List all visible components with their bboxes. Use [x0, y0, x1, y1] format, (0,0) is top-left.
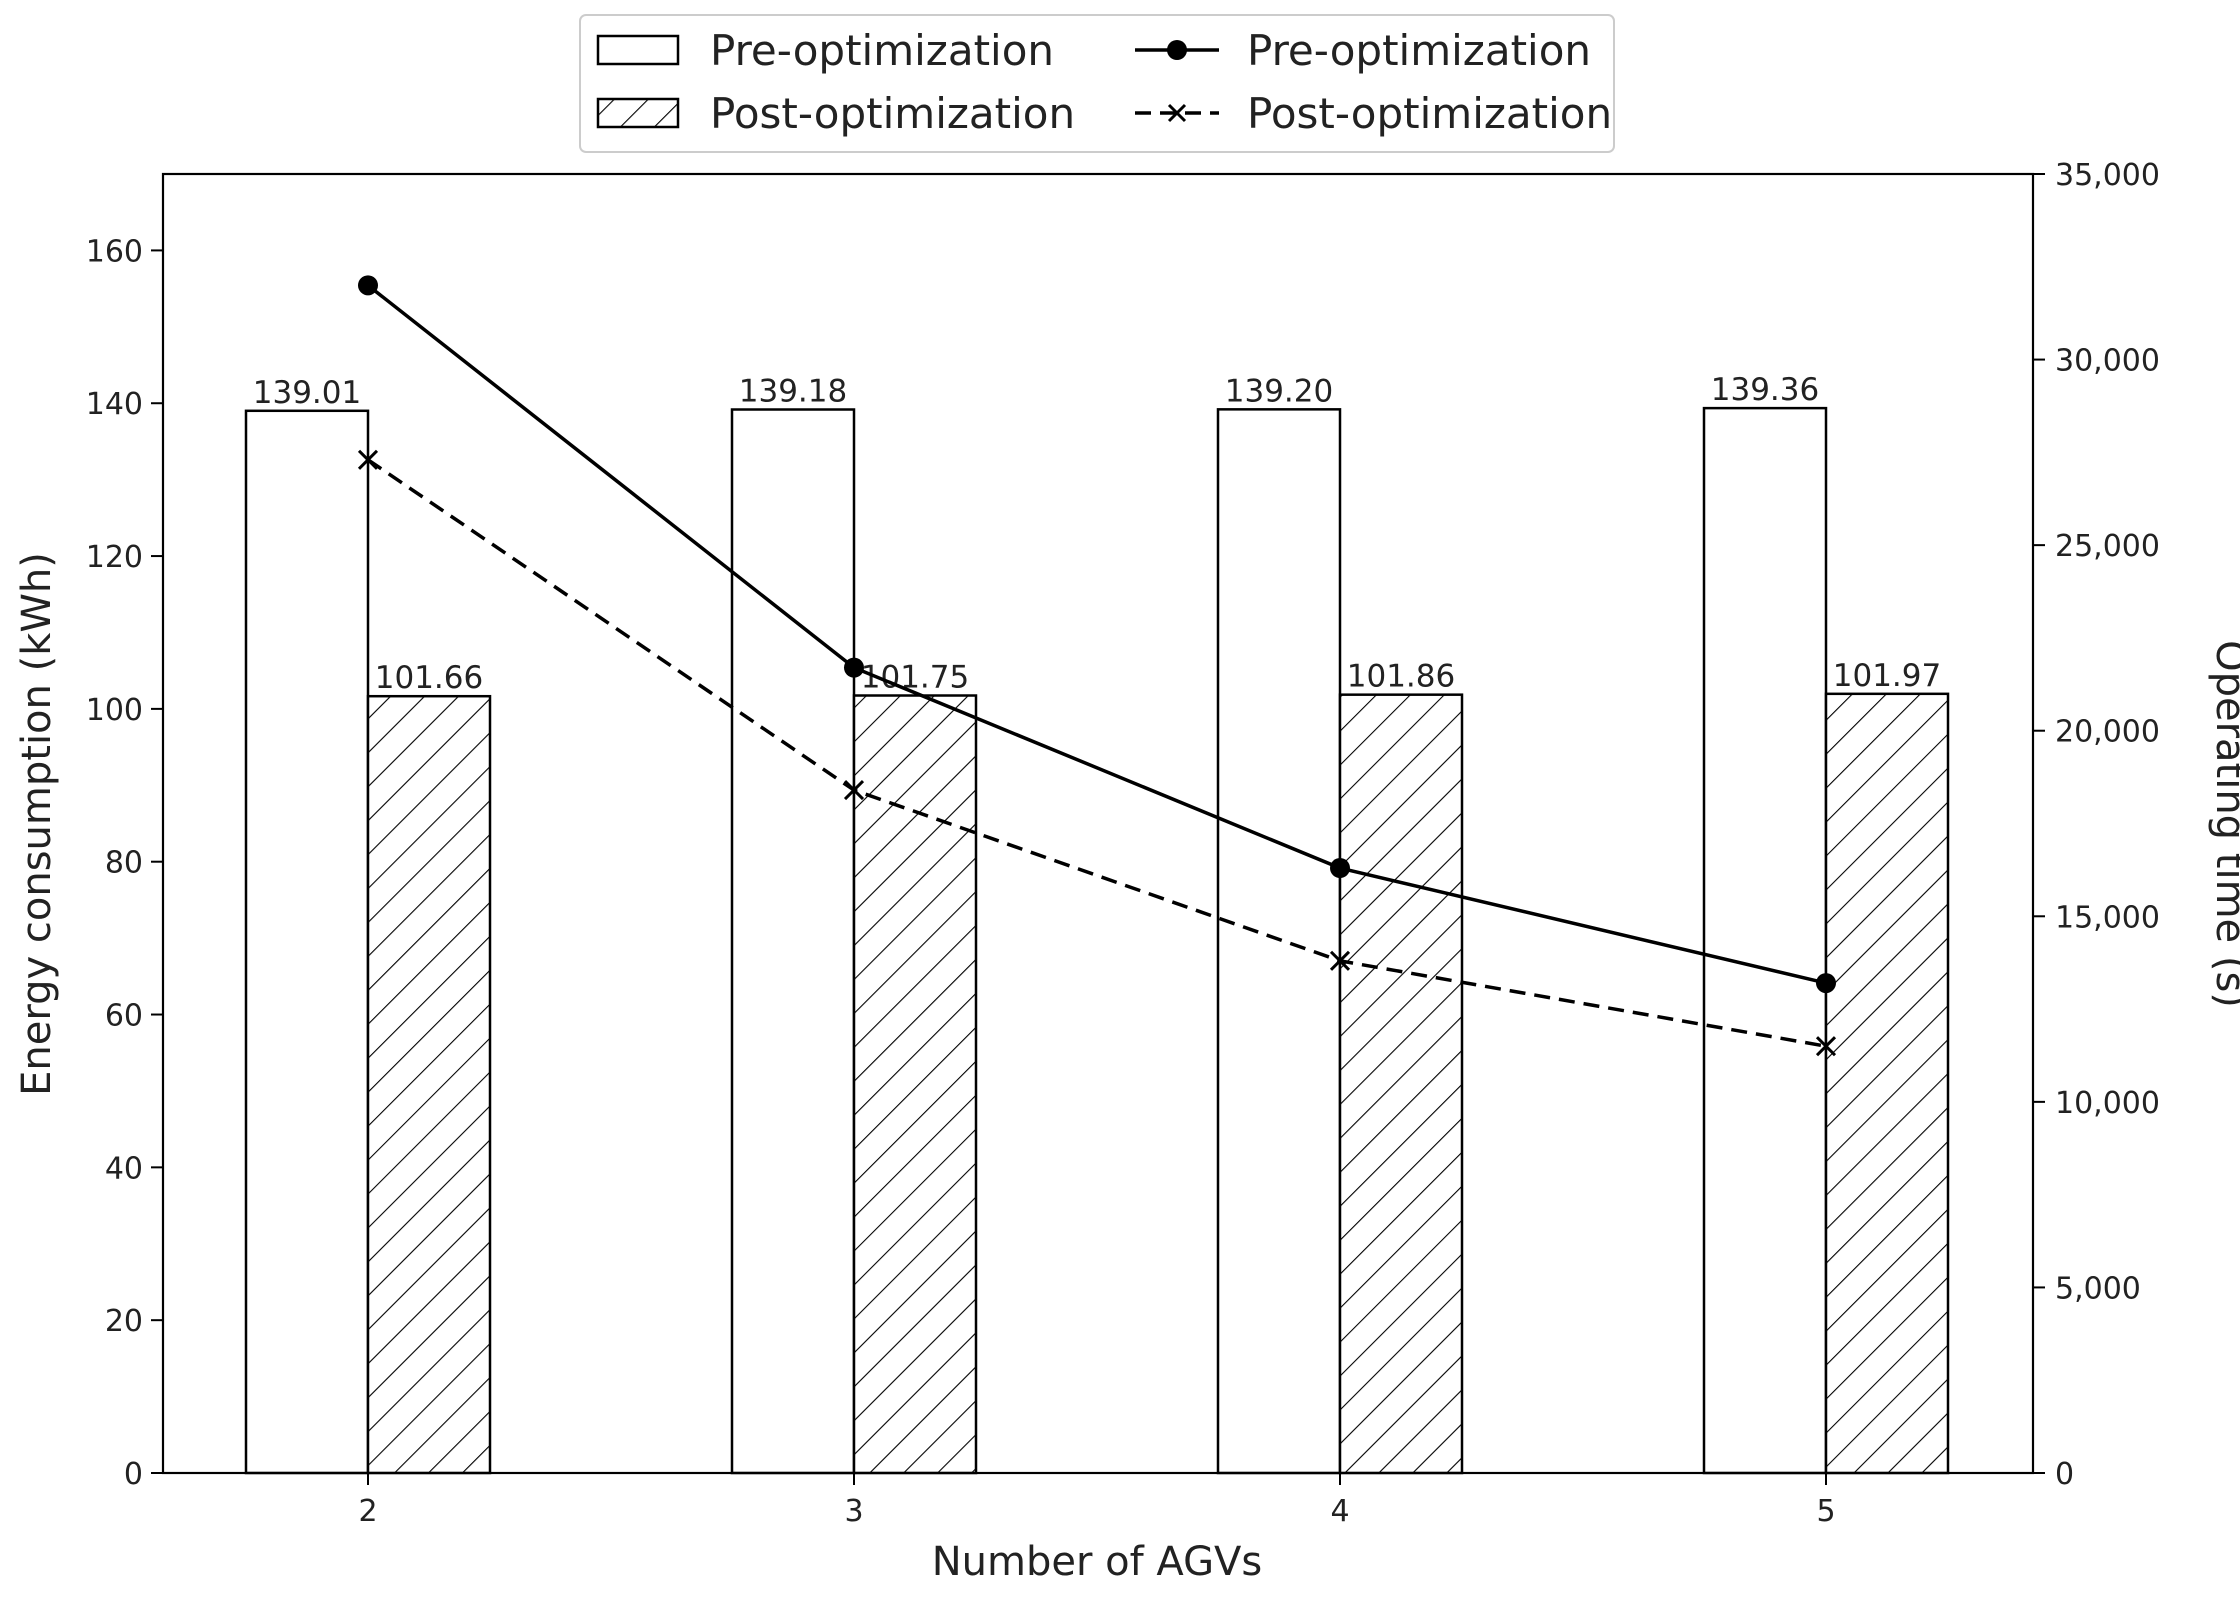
- bar-value-label: 139.36: [1711, 372, 1819, 408]
- y-tick-label: 20: [105, 1304, 143, 1339]
- y-tick-label: 60: [105, 999, 143, 1034]
- legend-label: Post-optimization: [1247, 89, 1612, 138]
- line-point-pre: [1816, 973, 1836, 994]
- x-tick-label: 4: [1330, 1494, 1349, 1529]
- y-axis-title: Energy consumption (kWh): [14, 552, 60, 1096]
- legend-label: Pre-optimization: [1247, 26, 1591, 75]
- bar-value-label: 139.01: [253, 375, 361, 411]
- line-post-optimization: [367, 458, 1827, 1048]
- bar-value-label: 101.86: [1347, 659, 1455, 695]
- y2-tick-label: 35,000: [2055, 158, 2160, 193]
- bar-post-optimization: [366, 694, 492, 1475]
- bar-value-label: 101.66: [375, 660, 483, 696]
- line-point-post: [1329, 950, 1351, 971]
- y-tick-label: 140: [86, 387, 143, 422]
- bar-post-optimization: [1824, 692, 1950, 1475]
- legend-swatch-hatched-bar: [596, 97, 680, 129]
- bar-pre-optimization: [1702, 406, 1828, 1475]
- legend-box: [579, 14, 1615, 153]
- y-tick-label: 100: [86, 693, 143, 728]
- bar-pre-optimization: [244, 409, 370, 1475]
- x-tick-label: 3: [844, 1494, 863, 1529]
- line-point-post: [357, 449, 379, 470]
- x-axis-title: Number of AGVs: [932, 1539, 1263, 1585]
- line-point-post: [843, 780, 865, 801]
- bar-value-label: 101.97: [1833, 658, 1941, 694]
- y2-tick-label: 25,000: [2055, 529, 2160, 564]
- legend-swatch-open-bar: [596, 34, 680, 66]
- bar-post-optimization: [1338, 693, 1464, 1475]
- bar-pre-optimization: [730, 408, 856, 1475]
- line-point-pre: [1330, 858, 1350, 879]
- y-tick-label: 80: [105, 846, 143, 881]
- legend-swatch-circle-marker: [1167, 40, 1187, 60]
- x-tick-label: 2: [358, 1494, 377, 1529]
- x-tick-label: 5: [1816, 1494, 1835, 1529]
- y2-tick-label: 15,000: [2055, 900, 2160, 935]
- line-point-pre: [844, 657, 864, 678]
- legend-label: Post-optimization: [710, 89, 1075, 138]
- plot-frame: [161, 172, 2035, 1475]
- y2-axis-title: Operating time (s): [2207, 640, 2240, 1008]
- y-tick-label: 120: [86, 540, 143, 575]
- y2-tick-label: 0: [2055, 1457, 2074, 1492]
- line-pre-optimization: [366, 283, 1827, 985]
- y-tick-label: 0: [124, 1457, 143, 1492]
- y2-tick-label: 20,000: [2055, 715, 2160, 750]
- y2-tick-label: 5,000: [2055, 1271, 2141, 1306]
- legend-label: Pre-optimization: [710, 26, 1054, 75]
- bar-value-label: 139.20: [1225, 373, 1333, 409]
- line-point-pre: [358, 275, 378, 296]
- y-tick-label: 160: [86, 234, 143, 269]
- y-tick-label: 40: [105, 1151, 143, 1186]
- bar-post-optimization: [852, 694, 978, 1475]
- legend-swatch-x-marker: [1167, 103, 1187, 123]
- bar-value-label: 139.18: [739, 374, 847, 410]
- y2-tick-label: 30,000: [2055, 344, 2160, 379]
- y2-tick-label: 10,000: [2055, 1086, 2160, 1121]
- line-point-post: [1815, 1036, 1837, 1057]
